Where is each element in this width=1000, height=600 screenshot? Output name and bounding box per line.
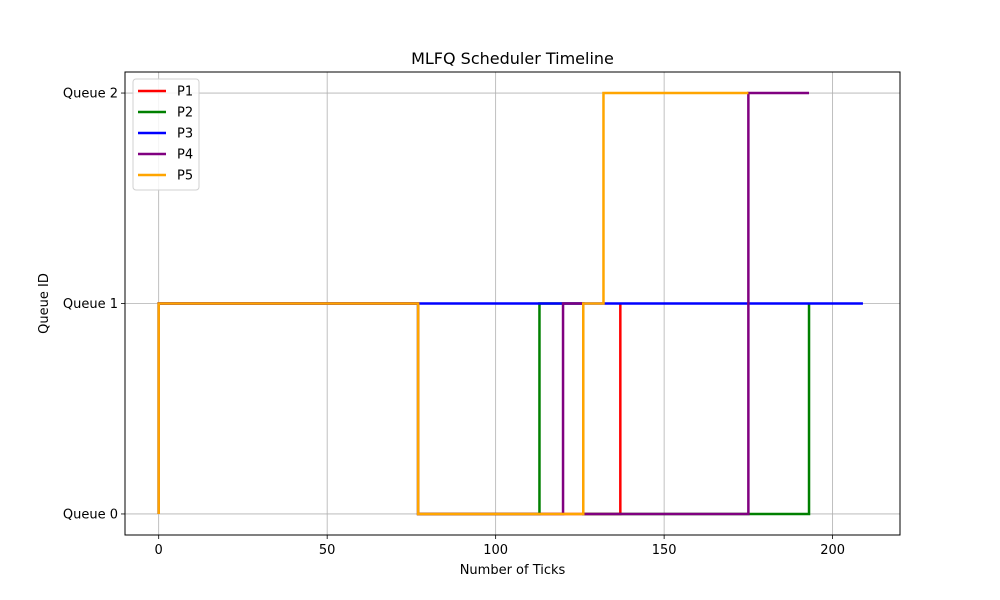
legend-label: P3 (177, 127, 193, 142)
x-axis-label: Number of Ticks (460, 563, 566, 578)
x-tick-label: 0 (155, 543, 163, 558)
ticks: 0 50 100 150 200 Queue 0 Queue 1 Queue 2 (63, 87, 845, 558)
series-lines (157, 91, 863, 516)
legend-label: P5 (177, 169, 193, 184)
x-tick-label: 50 (319, 543, 336, 558)
legend-label: P2 (177, 106, 193, 121)
y-tick-label: Queue 1 (63, 297, 118, 312)
series-line-p5 (157, 91, 749, 516)
x-tick-label: 200 (820, 543, 845, 558)
legend-label: P4 (177, 148, 193, 163)
x-tick-label: 150 (652, 543, 677, 558)
y-tick-label: Queue 0 (63, 507, 118, 522)
y-tick-label: Queue 2 (63, 87, 118, 102)
x-tick-label: 100 (483, 543, 508, 558)
chart-title: MLFQ Scheduler Timeline (411, 49, 614, 68)
legend: P1 P2 P3 P4 P5 (132, 78, 200, 191)
y-axis-label: Queue ID (37, 273, 52, 334)
legend-frame (132, 78, 200, 191)
legend-label: P1 (177, 85, 193, 100)
